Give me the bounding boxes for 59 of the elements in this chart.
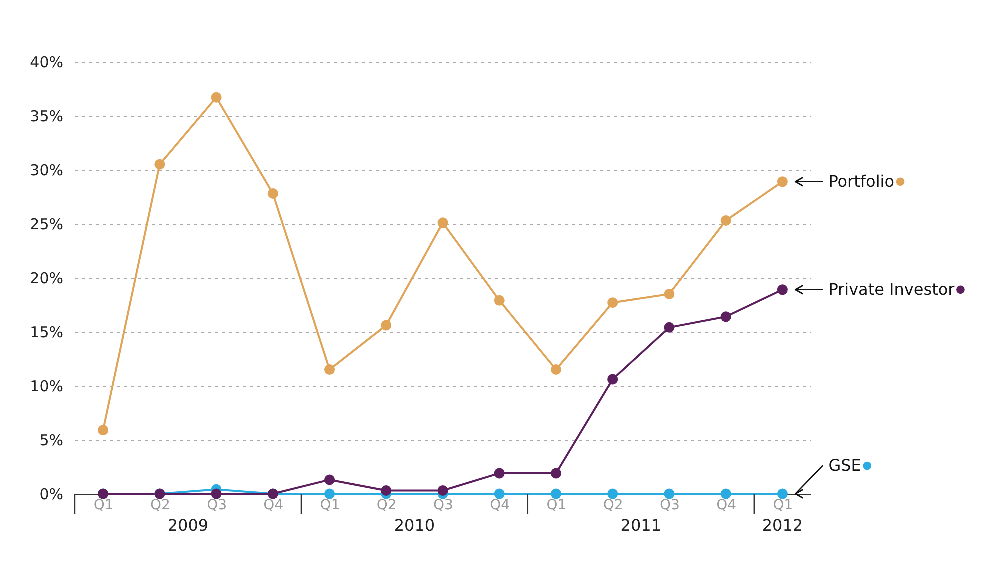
legend-label: Private Investor [828,280,956,299]
y-tick-label: 15% [30,324,64,342]
point [777,176,788,188]
y-tick-label: 20% [30,270,64,288]
x-tick-label: Q2 [376,498,397,514]
y-tick-label: 0% [40,486,64,504]
point [720,488,732,500]
point [777,488,788,500]
point [98,425,109,436]
x-tick-label: Q4 [264,498,284,514]
point [608,488,618,500]
y-tick-label: 30% [30,162,64,180]
point [720,216,732,226]
point [324,364,336,376]
point [324,488,336,500]
point [211,488,222,500]
x-tick-label: Q1 [773,498,794,514]
x-tick-label: Q2 [603,498,624,514]
point [438,486,448,496]
x-tick-label: Q3 [207,498,228,514]
x-tick-label: Q3 [434,498,454,514]
x-tick-label: Q3 [660,498,680,514]
legend-label: GSE [828,456,862,475]
point [664,322,675,333]
y-tick-label: 10% [30,378,64,396]
point [777,284,788,296]
point [211,92,222,103]
point [494,468,505,479]
point [550,364,562,376]
text: 2010 [394,516,436,535]
point [720,312,732,322]
point [550,468,562,479]
point [268,188,278,199]
point [381,486,392,496]
point [550,488,562,500]
x-tick-label: Q2 [150,498,170,514]
point [381,320,392,331]
point [494,295,505,306]
point [664,288,675,300]
y-tick-label: 35% [30,108,64,126]
x-tick-label: Q1 [546,498,567,514]
x-tick-label: Q1 [94,498,114,514]
point [324,474,336,486]
point [438,218,448,228]
y-tick-label: 5% [40,432,64,450]
y-tick-label: 40% [30,54,64,72]
point [608,374,618,385]
legend-label: Portfolio [828,172,895,191]
point [154,159,166,170]
point [664,488,675,500]
point [608,298,618,308]
x-tick-label: Q1 [320,498,340,514]
text: 2012 [762,516,804,535]
text: 2009 [168,516,209,535]
point [494,488,505,500]
x-tick-label: Q4 [490,498,510,514]
x-tick-label: Q4 [716,498,737,514]
y-tick-label: 25% [30,216,64,234]
text: 2011 [620,516,662,535]
